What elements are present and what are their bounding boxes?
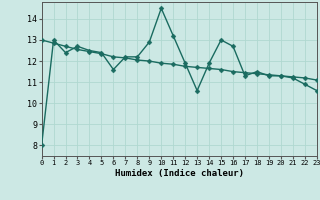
X-axis label: Humidex (Indice chaleur): Humidex (Indice chaleur) xyxy=(115,169,244,178)
